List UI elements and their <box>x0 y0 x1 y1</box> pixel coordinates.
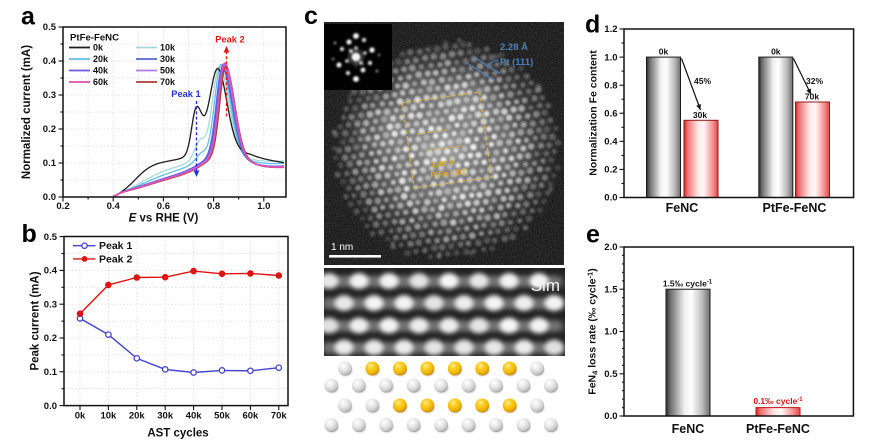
svg-text:70k: 70k <box>271 411 288 422</box>
svg-text:1 nm: 1 nm <box>331 242 353 253</box>
svg-text:0.4: 0.4 <box>43 56 57 67</box>
svg-text:Pt (111): Pt (111) <box>500 57 533 68</box>
svg-text:PtFe-FeNC: PtFe-FeNC <box>746 422 810 436</box>
svg-text:0.1‰ cycle-1: 0.1‰ cycle-1 <box>753 396 803 406</box>
svg-text:0.0: 0.0 <box>44 401 57 412</box>
svg-text:0.4: 0.4 <box>44 266 58 277</box>
svg-text:FeN4 loss rate (‰ cycle-1): FeN4 loss rate (‰ cycle-1) <box>585 268 599 394</box>
svg-text:0.3: 0.3 <box>44 299 57 310</box>
svg-text:E vs RHE (V): E vs RHE (V) <box>129 213 199 225</box>
svg-text:a: a <box>21 3 36 31</box>
svg-text:45%: 45% <box>694 76 711 86</box>
svg-text:30k: 30k <box>160 54 176 64</box>
svg-text:10k: 10k <box>100 411 117 422</box>
svg-text:Normalization Fe content: Normalization Fe content <box>588 50 600 176</box>
svg-text:70k: 70k <box>160 77 176 87</box>
svg-text:0.8: 0.8 <box>207 201 220 212</box>
svg-text:0.8: 0.8 <box>604 80 617 91</box>
svg-text:1.0: 1.0 <box>257 201 270 212</box>
svg-text:c: c <box>304 2 318 30</box>
svg-text:40k: 40k <box>186 411 203 422</box>
svg-text:Peak 1: Peak 1 <box>171 89 200 99</box>
svg-text:50k: 50k <box>214 411 231 422</box>
svg-text:Peak 1: Peak 1 <box>99 240 132 252</box>
svg-text:Sim: Sim <box>531 276 560 295</box>
svg-text:30k: 30k <box>157 411 174 422</box>
svg-text:0.2: 0.2 <box>56 201 69 212</box>
svg-text:1.0: 1.0 <box>604 52 617 63</box>
svg-text:PtFe (001): PtFe (001) <box>430 167 469 180</box>
svg-text:0.0: 0.0 <box>604 193 617 204</box>
svg-text:50k: 50k <box>160 66 176 76</box>
svg-text:0.0: 0.0 <box>43 192 56 203</box>
svg-text:0k: 0k <box>659 47 669 57</box>
svg-text:Peak 2: Peak 2 <box>215 35 244 45</box>
svg-text:0.6: 0.6 <box>157 201 170 212</box>
svg-text:0.2: 0.2 <box>604 165 617 176</box>
svg-text:20k: 20k <box>93 54 109 64</box>
svg-text:Peak current (mA): Peak current (mA) <box>30 271 42 370</box>
svg-text:1.2: 1.2 <box>604 24 617 35</box>
svg-text:1.0: 1.0 <box>604 327 617 338</box>
svg-text:20k: 20k <box>129 411 146 422</box>
svg-text:0.6: 0.6 <box>604 108 617 119</box>
svg-text:32%: 32% <box>806 76 823 86</box>
svg-text:60k: 60k <box>242 411 259 422</box>
svg-text:0k: 0k <box>93 43 104 53</box>
svg-text:0k: 0k <box>75 411 86 422</box>
svg-text:0k: 0k <box>771 47 781 57</box>
svg-text:0.0: 0.0 <box>604 411 617 422</box>
svg-text:60k: 60k <box>93 77 109 87</box>
svg-text:0.2: 0.2 <box>44 333 57 344</box>
svg-text:b: b <box>22 220 37 248</box>
svg-text:0.3: 0.3 <box>43 90 56 101</box>
svg-text:PtFe-FeNC: PtFe-FeNC <box>70 33 119 44</box>
svg-text:3.48 Å: 3.48 Å <box>430 158 455 169</box>
svg-text:0.2: 0.2 <box>43 124 56 135</box>
svg-text:Peak 2: Peak 2 <box>99 253 132 265</box>
svg-text:2.0: 2.0 <box>604 242 617 253</box>
svg-text:0.5: 0.5 <box>604 369 618 380</box>
svg-text:10k: 10k <box>160 43 176 53</box>
svg-text:0.5: 0.5 <box>43 22 57 33</box>
svg-text:PtFe-FeNC: PtFe-FeNC <box>763 201 827 215</box>
svg-text:FeNC: FeNC <box>672 422 705 436</box>
svg-text:70k: 70k <box>805 92 819 102</box>
svg-text:FeNC: FeNC <box>666 201 699 215</box>
svg-text:0.4: 0.4 <box>107 201 121 212</box>
svg-text:0.5: 0.5 <box>44 232 58 243</box>
svg-text:e: e <box>586 221 600 249</box>
svg-text:0.1: 0.1 <box>43 158 57 169</box>
svg-text:40k: 40k <box>93 66 109 76</box>
svg-text:0.1: 0.1 <box>44 367 58 378</box>
svg-text:1.5‰ cycle-1: 1.5‰ cycle-1 <box>663 278 713 288</box>
svg-text:1.5: 1.5 <box>604 284 618 295</box>
svg-text:0.4: 0.4 <box>604 137 618 148</box>
svg-text:Normalized current (mA): Normalized current (mA) <box>21 45 33 179</box>
svg-text:d: d <box>585 11 600 39</box>
svg-text:2.28 Å: 2.28 Å <box>500 42 528 53</box>
svg-text:AST cycles: AST cycles <box>147 428 208 440</box>
svg-text:30k: 30k <box>693 110 707 120</box>
